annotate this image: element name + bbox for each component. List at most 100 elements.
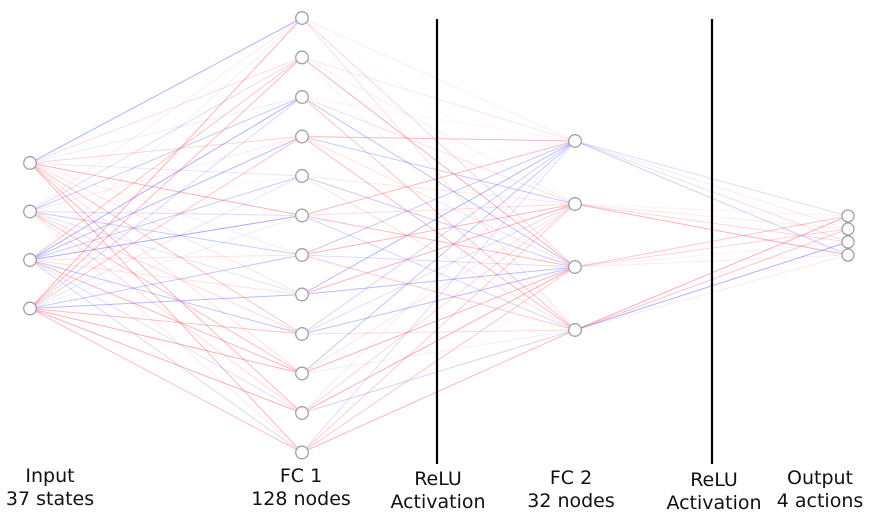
edge-input-1-to-fc1-6 <box>29 211 303 256</box>
edge-fc1-1-to-fc2-2 <box>301 57 576 268</box>
fc1-node-9 <box>295 366 309 381</box>
edge-input-0-to-fc1-7 <box>29 162 303 295</box>
relu2-name: ReLU <box>690 469 738 491</box>
fc1-node-1 <box>295 50 309 65</box>
edge-fc1-9-to-fc2-1 <box>301 203 576 374</box>
fc1-node-7 <box>295 287 309 302</box>
edge-input-1-to-fc1-4 <box>29 175 303 212</box>
edge-input-2-to-fc1-9 <box>29 259 303 374</box>
edge-fc1-9-to-fc2-3 <box>301 329 576 374</box>
edge-fc1-4-to-fc2-3 <box>301 175 576 331</box>
edge-fc1-4-to-fc2-1 <box>301 175 576 205</box>
edge-fc1-5-to-fc2-3 <box>301 215 576 331</box>
edge-input-0-to-fc1-10 <box>29 162 303 414</box>
fc1-node-10 <box>295 406 309 420</box>
edge-fc1-0-to-fc2-0 <box>301 17 576 142</box>
edge-fc1-1-to-fc2-0 <box>301 57 576 142</box>
fc1-node-0 <box>295 11 309 25</box>
edge-input-2-to-fc1-4 <box>29 175 303 261</box>
edge-input-2-to-fc1-5 <box>29 215 303 261</box>
edge-fc1-3-to-fc2-0 <box>301 136 576 142</box>
fc2-node-2 <box>568 260 582 274</box>
relu1-name: ReLU <box>414 468 462 490</box>
edge-fc1-7-to-fc2-3 <box>301 294 576 331</box>
output-node-3 <box>841 248 855 262</box>
edge-input-0-to-fc1-8 <box>29 162 303 335</box>
network-nodes <box>23 11 855 460</box>
input-node-3 <box>23 301 37 316</box>
edge-input-1-to-fc1-7 <box>29 211 303 295</box>
edge-fc1-1-to-fc2-1 <box>301 57 576 205</box>
edge-input-1-to-fc1-11 <box>29 211 303 453</box>
edge-fc1-3-to-fc2-3 <box>301 136 576 331</box>
edge-input-3-to-fc1-2 <box>29 96 303 309</box>
edge-input-3-to-fc1-11 <box>29 308 303 453</box>
edge-fc1-2-to-fc2-0 <box>301 96 576 142</box>
fc1-node-6 <box>295 248 309 262</box>
output-node-2 <box>841 235 855 249</box>
edge-fc1-6-to-fc2-0 <box>301 140 576 256</box>
fc2-node-3 <box>568 323 582 337</box>
relu1-label: ReLU Activation <box>390 468 485 514</box>
edge-input-3-to-fc1-6 <box>29 254 303 309</box>
edge-fc1-8-to-fc2-2 <box>301 266 576 335</box>
edge-fc1-3-to-fc2-2 <box>301 136 576 268</box>
edge-fc1-2-to-fc2-2 <box>301 96 576 268</box>
edge-fc1-11-to-fc2-0 <box>301 140 576 453</box>
fc1-layer-name: FC 1 <box>279 465 323 487</box>
edge-fc1-10-to-fc2-0 <box>301 140 576 414</box>
edge-fc1-5-to-fc2-0 <box>301 140 576 216</box>
edge-fc1-0-to-fc2-2 <box>301 17 576 268</box>
edge-input-2-to-fc1-7 <box>29 259 303 295</box>
fc1-layer-detail: 128 nodes <box>251 488 351 510</box>
fc1-layer-label: FC 1 128 nodes <box>251 465 351 511</box>
edge-input-3-to-fc1-4 <box>29 175 303 309</box>
edge-input-2-to-fc1-2 <box>29 96 303 261</box>
edge-input-0-to-fc1-4 <box>29 162 303 177</box>
edge-input-0-to-fc1-5 <box>29 162 303 216</box>
edge-fc1-9-to-fc2-0 <box>301 140 576 374</box>
fc2-node-0 <box>568 134 582 148</box>
edge-fc1-10-to-fc2-2 <box>301 266 576 414</box>
relu2-label: ReLU Activation <box>666 469 761 515</box>
edge-fc1-9-to-fc2-2 <box>301 266 576 374</box>
edge-fc1-7-to-fc2-2 <box>301 266 576 295</box>
connection-edges <box>29 17 849 453</box>
edge-input-2-to-fc1-10 <box>29 259 303 414</box>
edge-input-1-to-fc1-8 <box>29 211 303 335</box>
output-layer-detail: 4 actions <box>776 490 864 512</box>
edge-input-2-to-fc1-3 <box>29 136 303 261</box>
input-node-0 <box>23 156 37 170</box>
edge-input-2-to-fc1-1 <box>29 57 303 261</box>
edge-fc1-8-to-fc2-3 <box>301 329 576 335</box>
edge-fc1-1-to-fc2-3 <box>301 57 576 331</box>
edge-input-3-to-fc1-8 <box>29 308 303 335</box>
fc1-node-4 <box>295 169 309 183</box>
fc1-node-3 <box>295 129 309 144</box>
fc2-layer-detail: 32 nodes <box>527 490 615 512</box>
edge-fc1-11-to-fc2-2 <box>301 266 576 453</box>
edge-input-0-to-fc1-0 <box>29 17 303 164</box>
input-node-1 <box>23 204 37 219</box>
edge-fc1-2-to-fc2-3 <box>301 96 576 331</box>
fc1-node-2 <box>295 90 309 104</box>
output-layer-label: Output 4 actions <box>777 467 864 513</box>
edge-input-0-to-fc1-3 <box>29 136 303 164</box>
edge-fc1-4-to-fc2-0 <box>301 140 576 177</box>
edge-fc1-7-to-fc2-1 <box>301 203 576 295</box>
edge-input-1-to-fc1-9 <box>29 211 303 374</box>
edge-input-2-to-fc1-0 <box>29 17 303 261</box>
edge-fc1-2-to-fc2-1 <box>301 96 576 205</box>
edge-input-1-to-fc1-1 <box>29 57 303 212</box>
edge-fc1-8-to-fc2-1 <box>301 203 576 335</box>
edge-input-3-to-fc1-5 <box>29 215 303 309</box>
edge-fc1-5-to-fc2-2 <box>301 215 576 268</box>
output-node-0 <box>841 209 855 223</box>
edge-input-3-to-fc1-0 <box>29 17 303 309</box>
edge-fc1-5-to-fc2-1 <box>301 203 576 216</box>
edge-fc1-3-to-fc2-1 <box>301 136 576 205</box>
edge-input-0-to-fc1-11 <box>29 162 303 453</box>
fc2-layer-name: FC 2 <box>549 467 593 489</box>
fc1-node-5 <box>295 208 309 223</box>
